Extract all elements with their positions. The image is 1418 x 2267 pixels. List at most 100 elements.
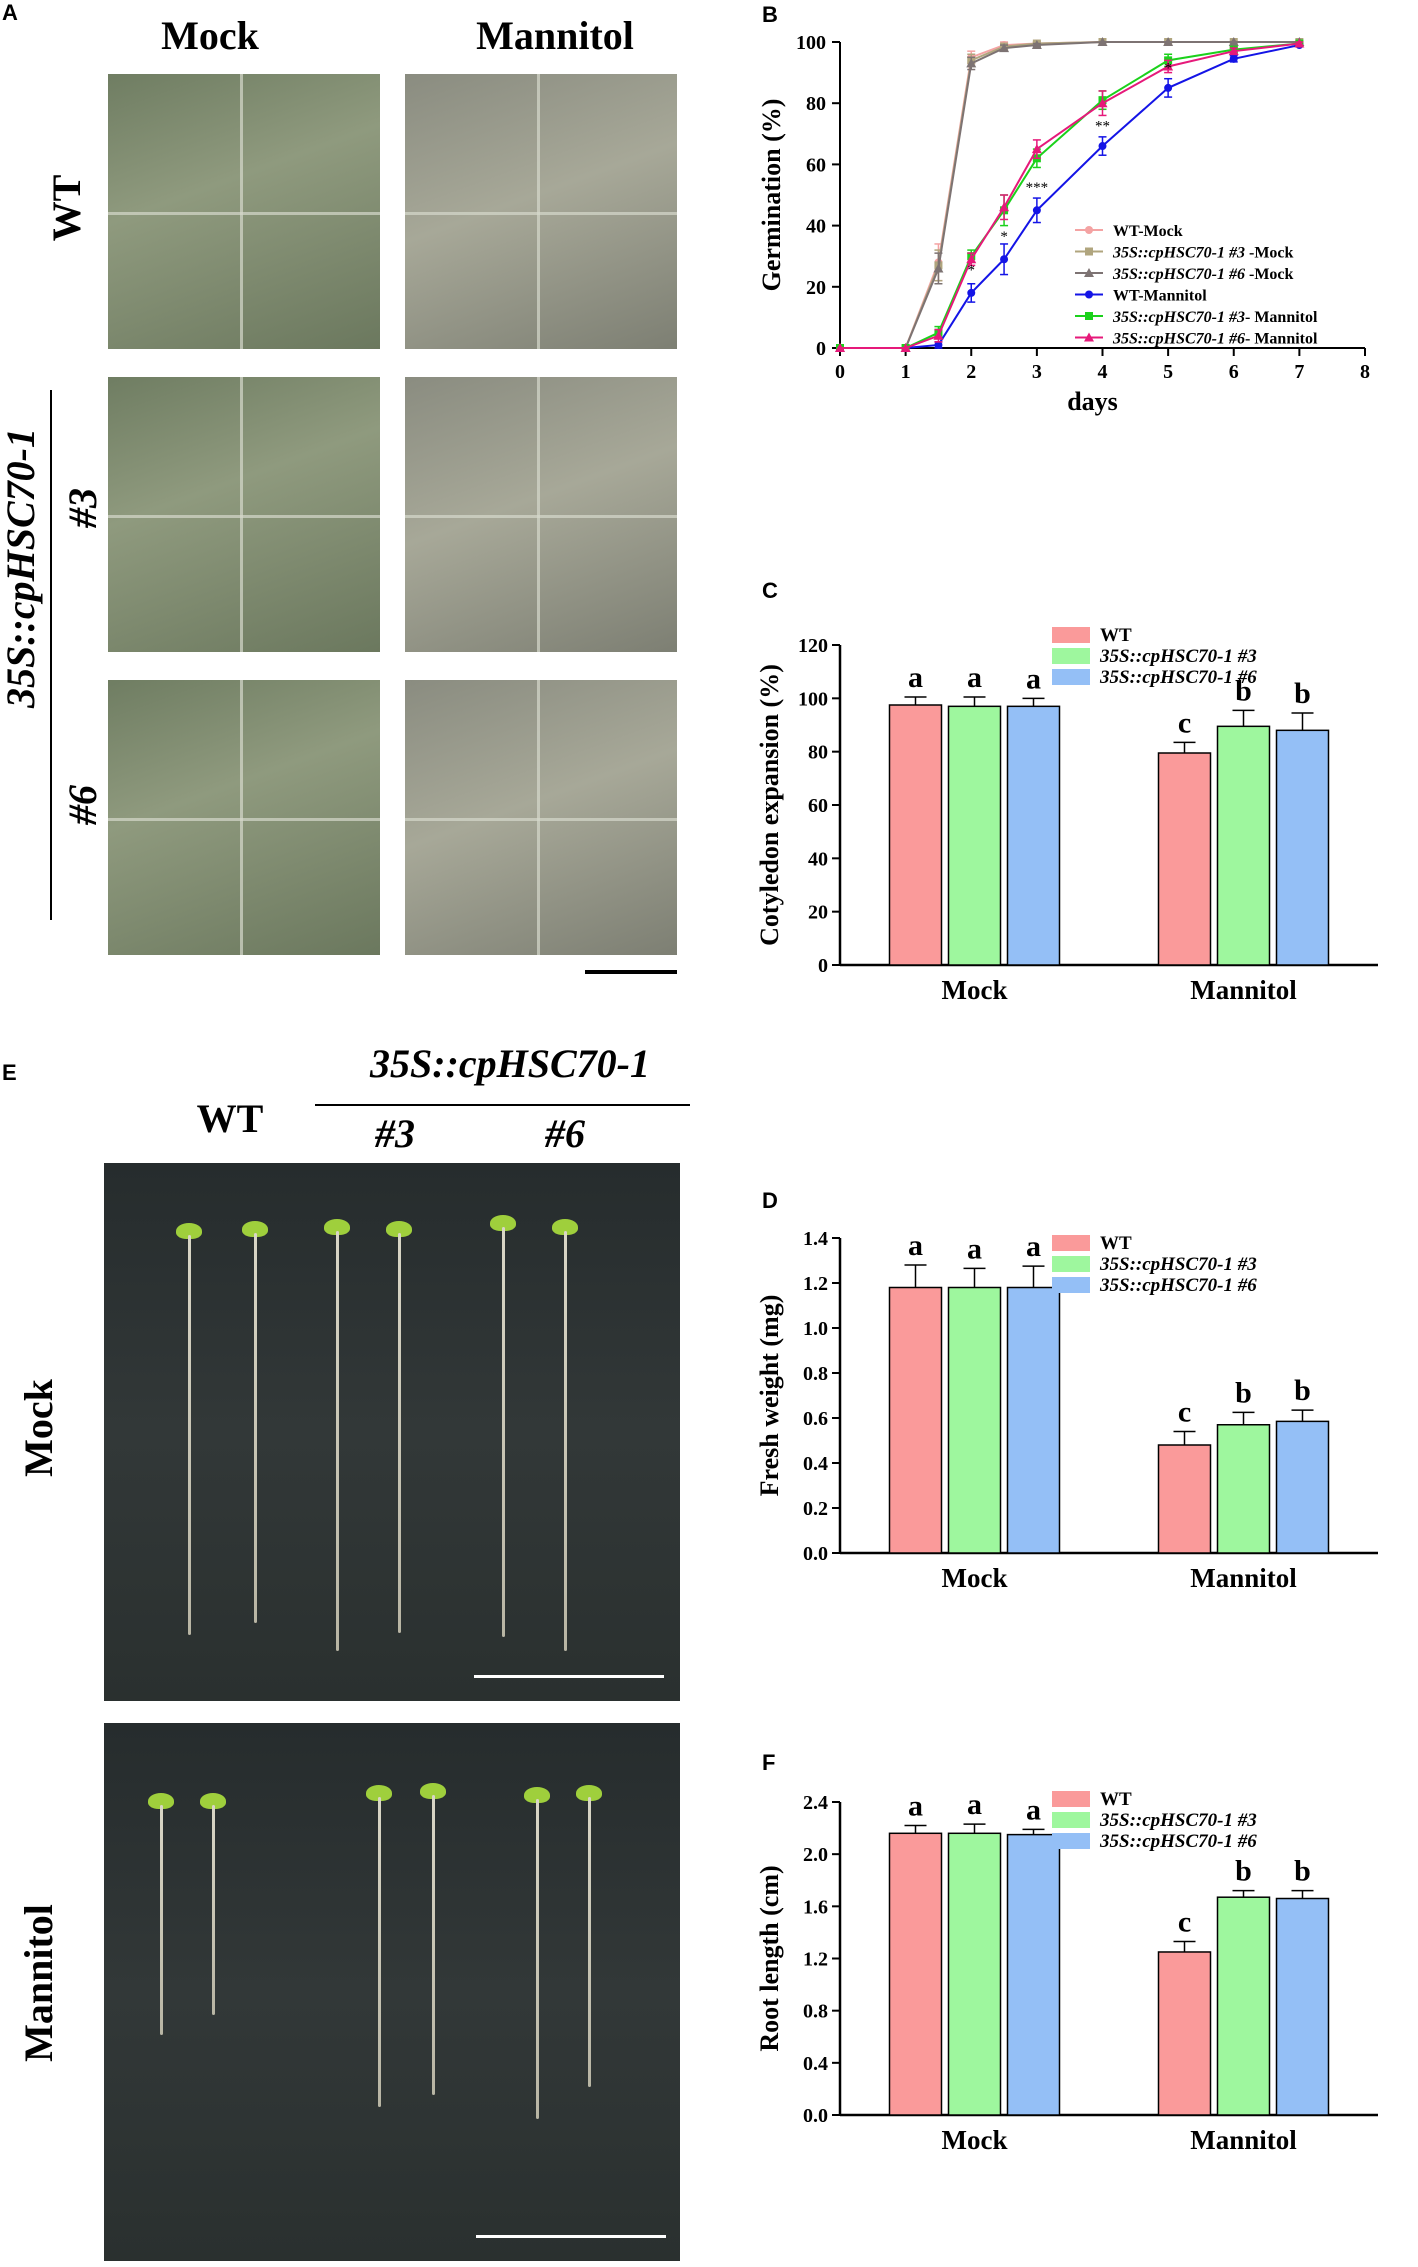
bar bbox=[1157, 1951, 1212, 2116]
legend-swatch bbox=[1052, 1256, 1090, 1272]
data-point bbox=[1228, 37, 1239, 46]
category-label: Mannitol bbox=[1190, 1563, 1297, 1593]
y-tick-label: 100 bbox=[796, 32, 826, 54]
significance-letter: b bbox=[1235, 1855, 1252, 1888]
cotyledon-bar-chart: 0 20 40 60 80 100 120 Cotyledon expansion (%) a a… bbox=[755, 625, 1378, 1005]
legend-label: 35S::cpHSC70-1 #3 bbox=[1099, 646, 1257, 667]
legend-label: 35S::cpHSC70-1 #3 bbox=[1099, 1254, 1257, 1275]
legend-swatch bbox=[1052, 627, 1090, 643]
legend-label: 35S::cpHSC70-1 #3 -Mock bbox=[1112, 245, 1294, 262]
legend-label: 35S::cpHSC70-1 #6 -Mock bbox=[1112, 266, 1294, 283]
data-point bbox=[999, 43, 1010, 53]
panel-e-header-wt: WT bbox=[196, 1096, 264, 1141]
legend-swatch bbox=[1052, 1277, 1090, 1293]
bar bbox=[1006, 1286, 1061, 1554]
significance-mark: *** bbox=[1026, 180, 1049, 196]
significance-letter: b bbox=[1294, 677, 1311, 710]
category-label: Mannitol bbox=[1190, 975, 1297, 1005]
y-tick-label: 0 bbox=[818, 955, 828, 977]
y-tick-label: 1.2 bbox=[803, 1273, 828, 1295]
photo-seedlings-mannitol bbox=[104, 1723, 680, 2261]
legend-swatch bbox=[1052, 669, 1090, 685]
y-tick-label: 0.0 bbox=[803, 2105, 828, 2127]
bar bbox=[888, 1832, 943, 2116]
x-tick-label: 0 bbox=[835, 361, 845, 383]
series-line bbox=[840, 42, 1300, 349]
legend-label: 35S::cpHSC70-1 #6 bbox=[1099, 1275, 1257, 1296]
y-tick-label: 0.4 bbox=[803, 1453, 828, 1475]
y-tick-label: 20 bbox=[808, 902, 828, 924]
x-tick-label: 6 bbox=[1229, 361, 1239, 383]
y-tick-label: 60 bbox=[806, 154, 826, 176]
y-tick-label: 0.6 bbox=[803, 1408, 828, 1430]
legend-swatch bbox=[1052, 1235, 1090, 1251]
panel-e-header-rule bbox=[315, 1104, 690, 1106]
data-point bbox=[966, 254, 977, 264]
data-point bbox=[1097, 37, 1108, 46]
panel-letter-f: F bbox=[762, 1750, 776, 1775]
panel-a-header-mannitol: Mannitol bbox=[476, 13, 634, 58]
panel-a-row-line3: #3 bbox=[60, 488, 105, 528]
legend-swatch-marker bbox=[1085, 290, 1093, 299]
x-axis-label: days bbox=[1067, 387, 1118, 416]
significance-mark: * bbox=[968, 263, 976, 279]
data-point bbox=[967, 288, 976, 297]
category-label: Mock bbox=[942, 975, 1008, 1005]
germination-line-chart: 0 20 40 60 80 100 0 1 2 3 4 5 6 7 8 days Germination (%)… bbox=[757, 32, 1370, 416]
panel-letter-d: D bbox=[762, 1188, 778, 1213]
panel-letter-c: C bbox=[762, 578, 778, 603]
bar bbox=[1006, 705, 1061, 966]
photo-line6-mock bbox=[108, 680, 380, 955]
y-axis-label: Cotyledon expansion (%) bbox=[755, 664, 784, 946]
x-tick-label: 4 bbox=[1098, 361, 1108, 383]
x-tick-label: 3 bbox=[1032, 361, 1042, 383]
series-line bbox=[840, 41, 1300, 349]
y-axis-label: Root length (cm) bbox=[755, 1865, 784, 2051]
legend-label: WT bbox=[1100, 1233, 1132, 1254]
bar bbox=[1216, 1896, 1271, 2116]
y-tick-label: 20 bbox=[806, 277, 826, 299]
x-tick-label: 7 bbox=[1294, 361, 1304, 383]
y-tick-label: 1.6 bbox=[803, 1896, 828, 1918]
series-line bbox=[840, 42, 1300, 349]
significance-mark: * bbox=[1164, 61, 1172, 77]
category-label: Mock bbox=[942, 1563, 1008, 1593]
photo-line3-mock bbox=[108, 377, 380, 652]
photo-line3-mannitol bbox=[405, 377, 677, 652]
panel-a-row-transgenic: 35S::cpHSC70-1 bbox=[0, 428, 43, 708]
y-tick-label: 40 bbox=[806, 216, 826, 238]
significance-letter: c bbox=[1178, 706, 1191, 739]
legend-swatch-marker bbox=[1085, 312, 1093, 320]
bar bbox=[1157, 752, 1212, 966]
data-point bbox=[1097, 98, 1108, 108]
y-tick-label: 0.2 bbox=[803, 1498, 828, 1520]
data-point bbox=[1031, 40, 1042, 50]
bar bbox=[888, 704, 943, 966]
y-tick-label: 40 bbox=[808, 848, 828, 870]
significance-letter: b bbox=[1294, 1374, 1311, 1407]
significance-mark: * bbox=[1000, 229, 1008, 245]
legend-label: WT-Mock bbox=[1113, 223, 1183, 240]
bar bbox=[947, 1286, 1002, 1554]
significance-letter: b bbox=[1235, 1376, 1252, 1409]
significance-letter: a bbox=[1026, 1793, 1041, 1826]
legend-label: WT-Mannitol bbox=[1113, 288, 1207, 305]
panel-e-header-line6: #6 bbox=[545, 1111, 585, 1156]
legend-swatch bbox=[1052, 1812, 1090, 1828]
legend-label: 35S::cpHSC70-1 #3 bbox=[1099, 1810, 1257, 1831]
legend-label: 35S::cpHSC70-1 #6 bbox=[1099, 667, 1257, 688]
y-tick-label: 80 bbox=[806, 93, 826, 115]
x-tick-label: 8 bbox=[1360, 361, 1370, 383]
significance-letter: b bbox=[1294, 1855, 1311, 1888]
data-point bbox=[1163, 61, 1174, 71]
data-point bbox=[934, 340, 943, 349]
legend-label: WT bbox=[1100, 1789, 1132, 1810]
legend-label: WT bbox=[1100, 625, 1132, 646]
significance-letter: b bbox=[1235, 674, 1252, 707]
series-line bbox=[840, 41, 1300, 349]
data-point bbox=[1031, 144, 1042, 154]
y-tick-label: 0.0 bbox=[803, 1543, 828, 1565]
significance-letter: a bbox=[1026, 662, 1041, 695]
bar bbox=[1275, 1897, 1330, 2116]
bar bbox=[1216, 1424, 1271, 1554]
